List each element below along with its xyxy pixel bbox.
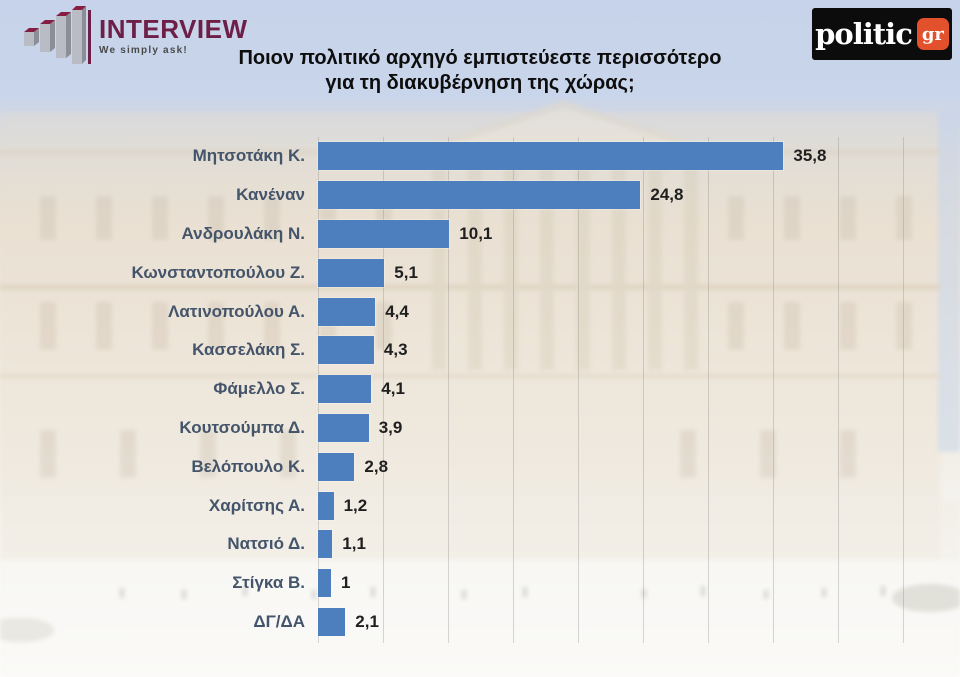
value-label: 35,8 xyxy=(793,146,827,166)
value-label: 4,4 xyxy=(385,301,409,321)
bar-row: Βελόπουλο Κ. 2,8 xyxy=(0,447,960,486)
gridline xyxy=(578,137,579,643)
bar-row: Στίγκα Β. 1 xyxy=(0,564,960,603)
politic-wordmark: politic xyxy=(815,17,913,51)
bar xyxy=(318,375,372,404)
interview-logo-tagline: We simply ask! xyxy=(99,45,188,56)
bar-row: Κωνσταντοπούλου Ζ. 5,1 xyxy=(0,253,960,292)
bar xyxy=(318,219,450,248)
gridline xyxy=(903,137,904,643)
gridline xyxy=(838,137,839,643)
value-label: 1,1 xyxy=(342,534,366,554)
category-label: Κουτσούμπα Δ. xyxy=(179,417,305,437)
bar xyxy=(318,181,641,210)
horizontal-bar-chart: Μητσοτάκη Κ. 35,8 Κανέναν 24,8 Ανδρουλάκη Ν.… xyxy=(0,137,960,643)
bar-row: Νατσιό Δ. 1,1 xyxy=(0,525,960,564)
value-label: 2,8 xyxy=(364,456,389,476)
gridline xyxy=(773,137,774,643)
category-label: Κωνσταντοπούλου Ζ. xyxy=(131,262,305,282)
chart-title: Ποιον πολιτικό αρχηγό εμπιστεύεστε περισ… xyxy=(200,46,760,96)
bar xyxy=(318,452,355,481)
category-label: ΔΓ/ΔΑ xyxy=(253,611,305,631)
gridline xyxy=(448,137,449,643)
value-label: 3,9 xyxy=(378,417,403,437)
category-label: Λατινοπούλου Α. xyxy=(168,301,305,321)
bar xyxy=(318,258,385,287)
bar-row: Φάμελλο Σ. 4,1 xyxy=(0,370,960,409)
politic-gr-logo: politic gr xyxy=(812,8,952,60)
bar xyxy=(318,413,369,442)
bar-row: Μητσοτάκη Κ. 35,8 xyxy=(0,137,960,176)
category-label: Κανέναν xyxy=(236,185,305,205)
bar xyxy=(318,142,784,171)
gridline xyxy=(513,137,514,643)
value-label: 4,3 xyxy=(383,340,408,360)
chart-title-line1: Ποιον πολιτικό αρχηγό εμπιστεύεστε περισ… xyxy=(238,47,722,69)
category-label: Βελόπουλο Κ. xyxy=(191,456,305,476)
category-label: Χαρίτσης Α. xyxy=(208,495,305,515)
value-label: 10,1 xyxy=(459,223,493,243)
value-label: 2,1 xyxy=(355,611,379,631)
bar-row: Λατινοπούλου Α. 4,4 xyxy=(0,292,960,331)
bar xyxy=(318,297,376,326)
bar xyxy=(318,607,346,636)
category-label: Ανδρουλάκη Ν. xyxy=(181,223,306,243)
bar xyxy=(318,336,374,365)
bar-row: ΔΓ/ΔΑ 2,1 xyxy=(0,603,960,642)
value-label: 1 xyxy=(341,573,351,593)
value-label: 5,1 xyxy=(394,262,418,282)
category-label: Νατσιό Δ. xyxy=(227,534,305,554)
bar xyxy=(318,530,333,559)
chart-title-line2: για τη διακυβέρνηση της χώρας; xyxy=(325,72,635,94)
value-label: 24,8 xyxy=(650,185,684,205)
interview-logo-wordmark: INTERVIEW xyxy=(99,14,248,44)
value-label: 1,2 xyxy=(343,495,368,515)
category-label: Κασσελάκη Σ. xyxy=(192,340,305,360)
bar xyxy=(318,491,334,520)
bar-row: Χαρίτσης Α. 1,2 xyxy=(0,486,960,525)
logo-divider xyxy=(88,10,91,64)
bar-row: Κασσελάκη Σ. 4,3 xyxy=(0,331,960,370)
bar-rows: Μητσοτάκη Κ. 35,8 Κανέναν 24,8 Ανδρουλάκη Ν.… xyxy=(0,137,960,641)
interview-logo: INTERVIEW We simply ask! xyxy=(22,6,247,64)
bar-row: Κανέναν 24,8 xyxy=(0,176,960,215)
bar xyxy=(318,569,331,598)
category-label: Φάμελλο Σ. xyxy=(213,379,305,399)
gridline xyxy=(708,137,709,643)
interview-bar-chart-icon xyxy=(24,6,86,64)
category-label: Στίγκα Β. xyxy=(232,573,305,593)
bar-row: Ανδρουλάκη Ν. 10,1 xyxy=(0,215,960,254)
value-label: 4,1 xyxy=(381,379,405,399)
bar-row: Κουτσούμπα Δ. 3,9 xyxy=(0,409,960,448)
gridline xyxy=(383,137,384,643)
category-label: Μητσοτάκη Κ. xyxy=(192,146,305,166)
gridline xyxy=(643,137,644,643)
politic-gr-badge-icon: gr xyxy=(916,18,949,50)
